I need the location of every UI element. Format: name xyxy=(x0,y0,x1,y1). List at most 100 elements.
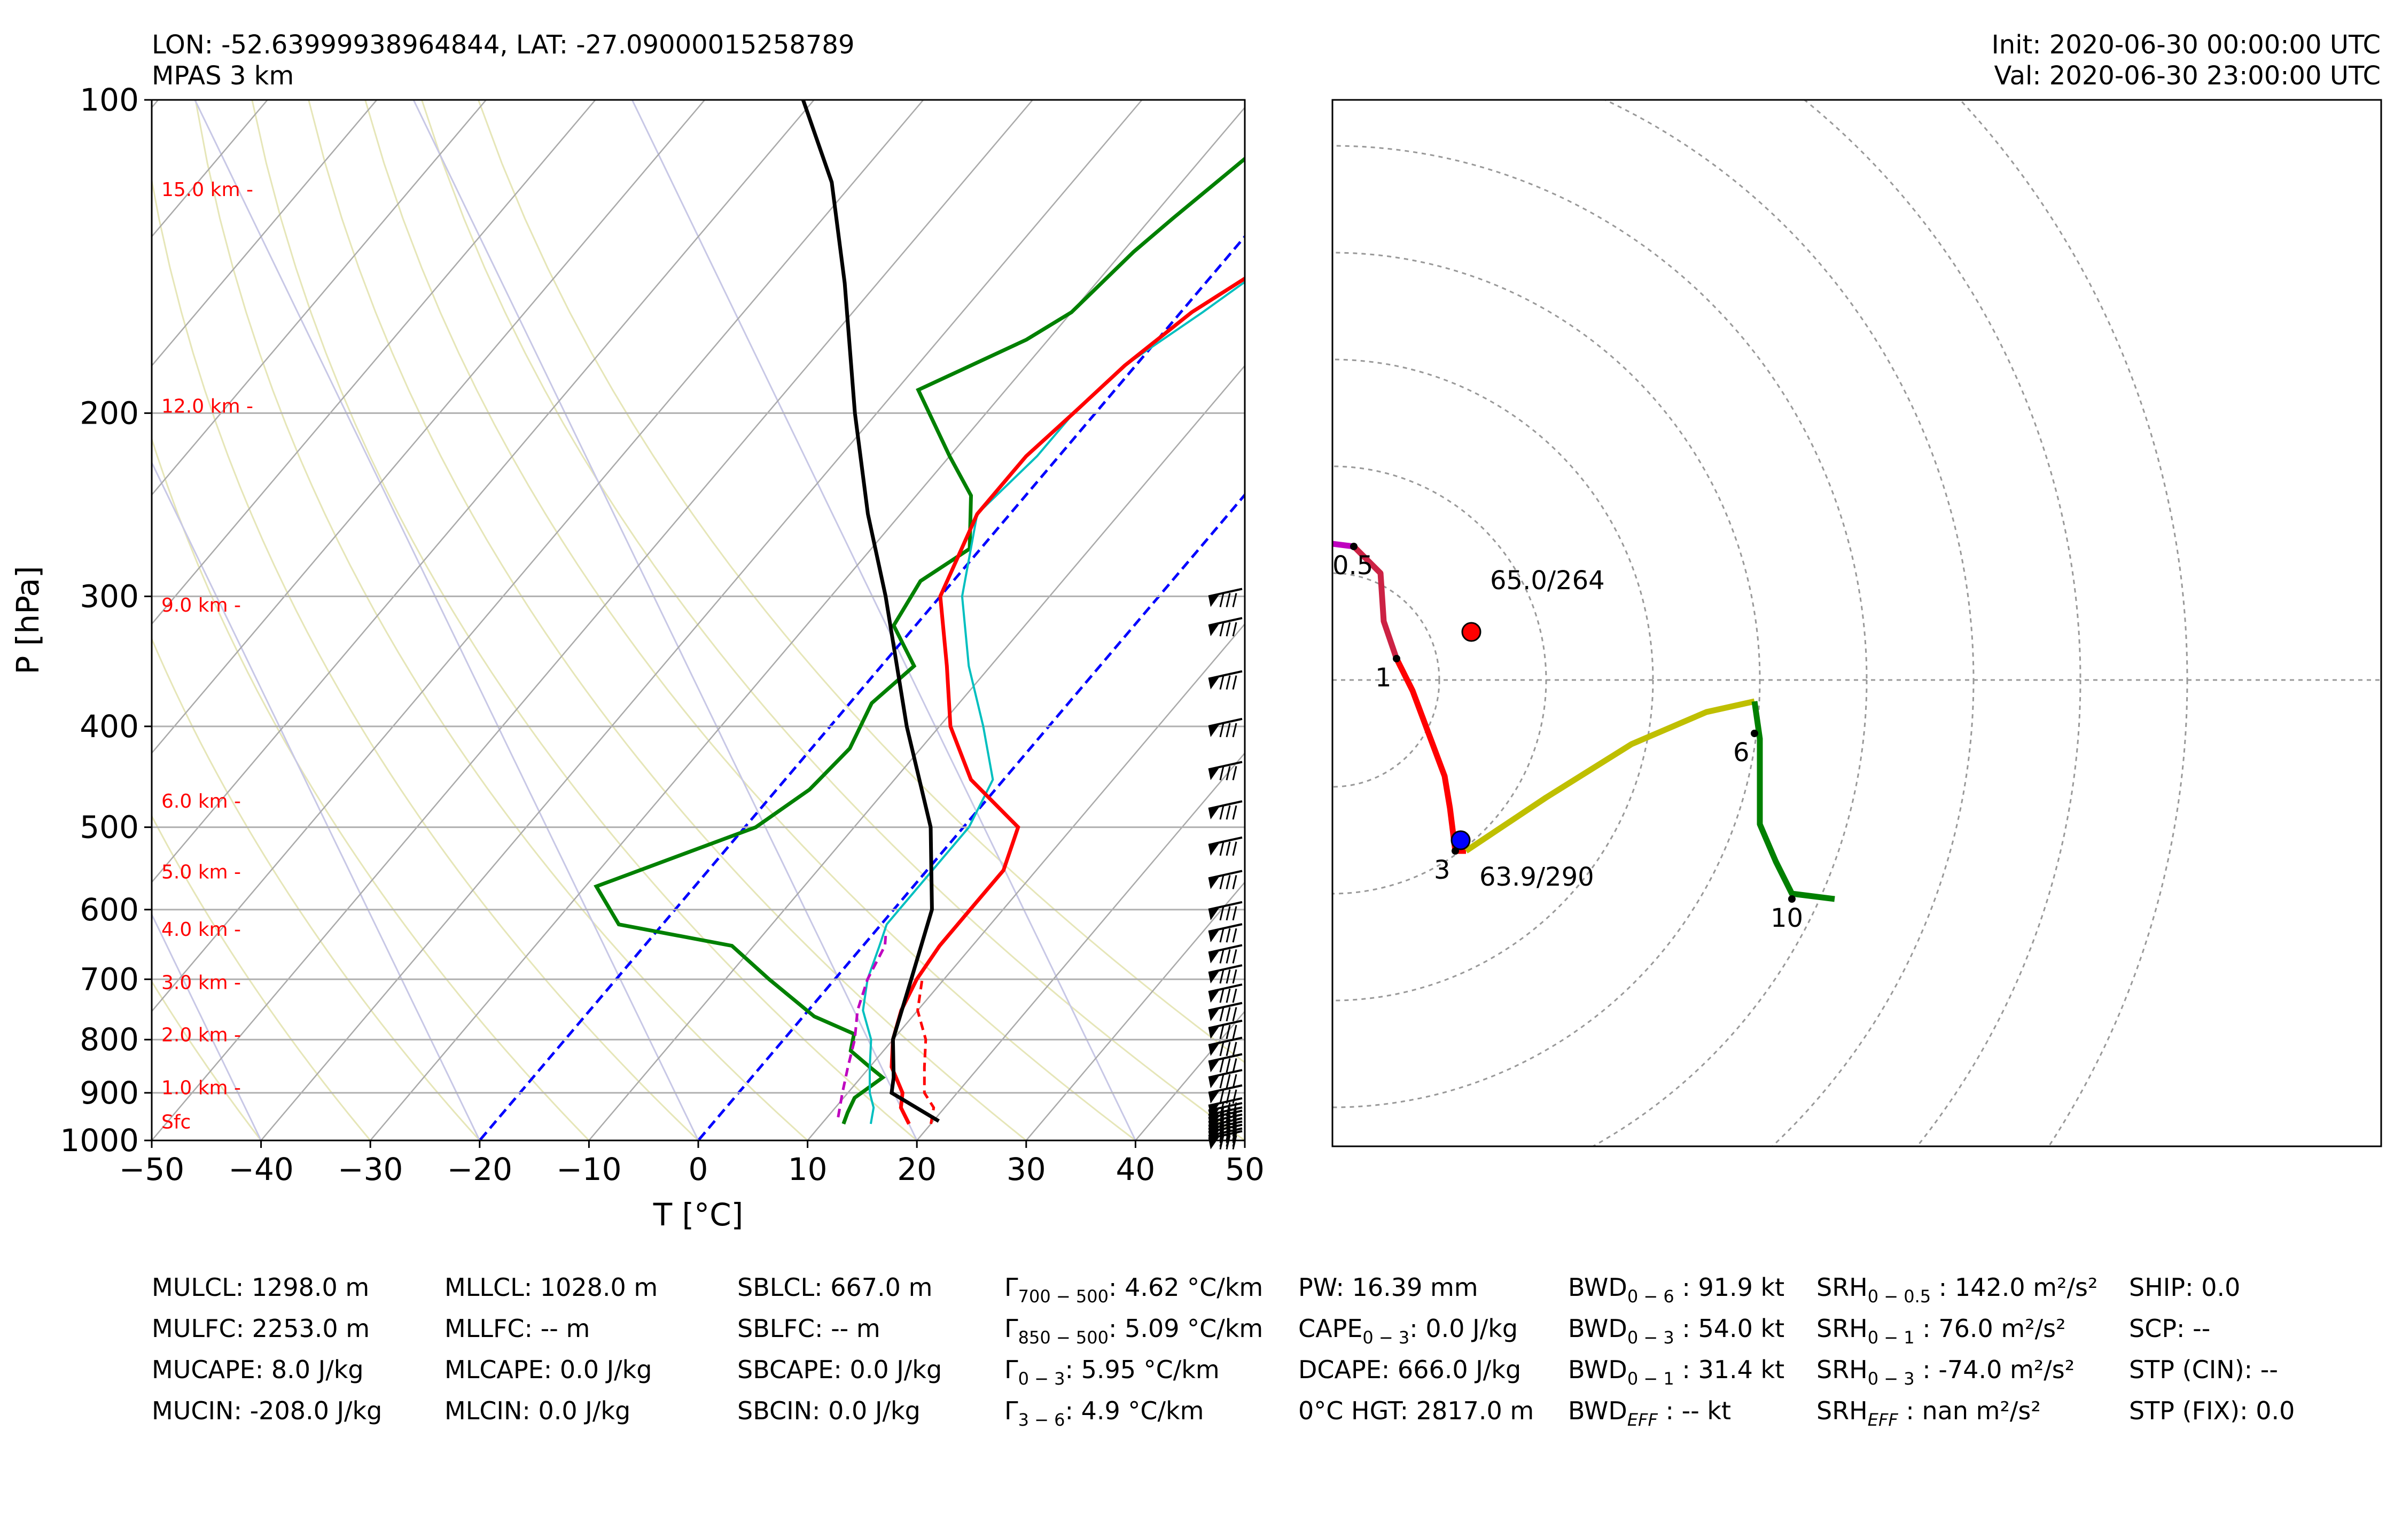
dry-adiabat xyxy=(308,100,1027,1140)
index-value: BWDEFF : -- kt xyxy=(1568,1396,1731,1430)
wind-barb-feather xyxy=(1219,1122,1225,1137)
index-value: Γ850 − 500: 5.09 °C/km xyxy=(1004,1314,1263,1348)
wind-barb-feather xyxy=(1232,1042,1237,1057)
wind-barb-feather xyxy=(1226,1119,1231,1133)
wind-barb-feather xyxy=(1232,723,1237,738)
parcel-line xyxy=(801,100,940,1123)
skewt-profiles xyxy=(594,100,1245,1125)
location-title: LON: -52.63999938964844, LAT: -27.090000… xyxy=(152,30,855,60)
index-value: MLCIN: 0.0 J/kg xyxy=(444,1396,630,1425)
dry-adiabat xyxy=(477,100,1245,1064)
index-value: SRH0 − 1 : 76.0 m²/s² xyxy=(1816,1314,2066,1348)
wind-barb-feather xyxy=(1226,988,1231,1003)
moist-adiabat xyxy=(152,912,262,1140)
temperature-line xyxy=(890,276,1245,1125)
wind-barb-feather xyxy=(1232,1111,1237,1126)
wind-barb-feather xyxy=(1226,1025,1231,1039)
y-axis-label: P [hPa] xyxy=(10,566,46,674)
wind-barb-feather xyxy=(1219,1119,1225,1133)
index-value: SBCAPE: 0.0 J/kg xyxy=(737,1355,942,1384)
hodo-height-dot xyxy=(1350,543,1358,550)
wind-barb-feather xyxy=(1226,766,1231,780)
wind-barb-feather xyxy=(1232,988,1237,1003)
wind-barb-flag xyxy=(1208,723,1220,737)
height-label: 6.0 km - xyxy=(161,791,241,812)
virtual-temperature-line xyxy=(916,979,935,1124)
wind-barb-flag xyxy=(1208,989,1220,1003)
wind-barb-flag xyxy=(1208,675,1220,690)
isotherm xyxy=(806,623,1245,1140)
wind-barb-feather xyxy=(1219,1058,1225,1073)
wind-barb-flag xyxy=(1208,1042,1220,1056)
isotherm xyxy=(152,100,815,884)
wind-barb-feather xyxy=(1219,841,1225,856)
wind-barb-flag xyxy=(1208,622,1220,637)
height-label: Sfc xyxy=(161,1111,191,1133)
x-tick-label: −10 xyxy=(556,1151,621,1187)
hodograph-trace xyxy=(1332,541,1835,902)
x-axis-label: T [°C] xyxy=(653,1197,744,1233)
wind-barb-flag xyxy=(1208,970,1220,984)
wind-barb-feather xyxy=(1226,906,1231,921)
wind-barb-flag xyxy=(1208,1007,1220,1021)
height-label: 5.0 km - xyxy=(161,861,241,883)
index-value: MLLFC: -- m xyxy=(444,1314,590,1343)
wind-barb-feather xyxy=(1226,805,1231,820)
wind-barb-feather xyxy=(1226,1107,1231,1122)
y-tick-label: 200 xyxy=(80,395,139,431)
storm-motion-label: 63.9/290 xyxy=(1479,862,1594,892)
x-tick-label: −30 xyxy=(338,1151,403,1187)
x-tick-label: 0 xyxy=(689,1151,708,1187)
hodo-segment xyxy=(1332,541,1354,550)
hodograph-panel: 0.5 1 3 6 10 65.0/264 63.9/290 xyxy=(1331,99,2382,1147)
skewt-background-lines xyxy=(152,100,1245,1140)
wind-barb-feather xyxy=(1232,875,1237,889)
index-value: SBLFC: -- m xyxy=(737,1314,880,1343)
wind-barb-flag xyxy=(1208,875,1220,889)
dry-adiabat xyxy=(152,980,262,1140)
y-tick-label: 900 xyxy=(80,1075,139,1111)
wind-barb-feather xyxy=(1226,875,1231,889)
isotherm xyxy=(260,100,1143,1140)
x-tick-label: −40 xyxy=(228,1151,293,1187)
wind-barb-feather xyxy=(1232,622,1237,637)
wind-barb-feather xyxy=(1219,723,1225,738)
isotherm xyxy=(152,100,1033,1140)
index-value: MUCAPE: 8.0 J/kg xyxy=(152,1355,364,1384)
wind-barb-feather xyxy=(1232,906,1237,921)
wind-barb-feather xyxy=(1226,1111,1231,1126)
wind-barb-feather xyxy=(1232,805,1237,820)
wind-barb-feather xyxy=(1219,805,1225,820)
y-tick-label: 800 xyxy=(80,1021,139,1058)
y-tick-label: 400 xyxy=(80,708,139,745)
isotherm-highlight xyxy=(696,493,1245,1140)
wind-barb-feather xyxy=(1219,1042,1225,1057)
index-value: PW: 16.39 mm xyxy=(1298,1273,1478,1302)
height-label: 3.0 km - xyxy=(161,972,241,994)
wind-barb-feather xyxy=(1232,949,1237,964)
indices-table: MULCL: 1298.0 m MULFC: 2253.0 m MUCAPE: 8.… xyxy=(152,1273,2295,1430)
wetbulb-line xyxy=(862,280,1245,1124)
moist-adiabat xyxy=(194,100,699,1140)
wind-barb-flag xyxy=(1208,1089,1220,1104)
wind-barb-feather xyxy=(1219,1132,1225,1147)
height-label: 2.0 km - xyxy=(161,1025,241,1046)
hodo-height-label: 6 xyxy=(1733,738,1750,768)
moist-adiabat xyxy=(152,460,481,1140)
moist-adiabat xyxy=(412,100,918,1140)
wind-barb-feather xyxy=(1232,1025,1237,1039)
wind-barb-flag xyxy=(1208,1102,1220,1116)
isotherm xyxy=(152,100,924,1013)
index-value: MULFC: 2253.0 m xyxy=(152,1314,370,1343)
height-label: 15.0 km - xyxy=(161,179,253,201)
hodo-height-label: 0.5 xyxy=(1332,551,1373,581)
height-label: 4.0 km - xyxy=(161,919,241,941)
wind-barb-flag xyxy=(1208,1074,1220,1089)
index-value: MLLCL: 1028.0 m xyxy=(444,1273,658,1302)
wind-barb-feather xyxy=(1219,1074,1225,1089)
dry-adiabat xyxy=(364,100,1136,1140)
isotherm xyxy=(152,100,378,367)
y-tick-label: 100 xyxy=(80,82,139,118)
wind-barb-feather xyxy=(1219,1111,1225,1126)
isotherm xyxy=(369,106,1245,1140)
